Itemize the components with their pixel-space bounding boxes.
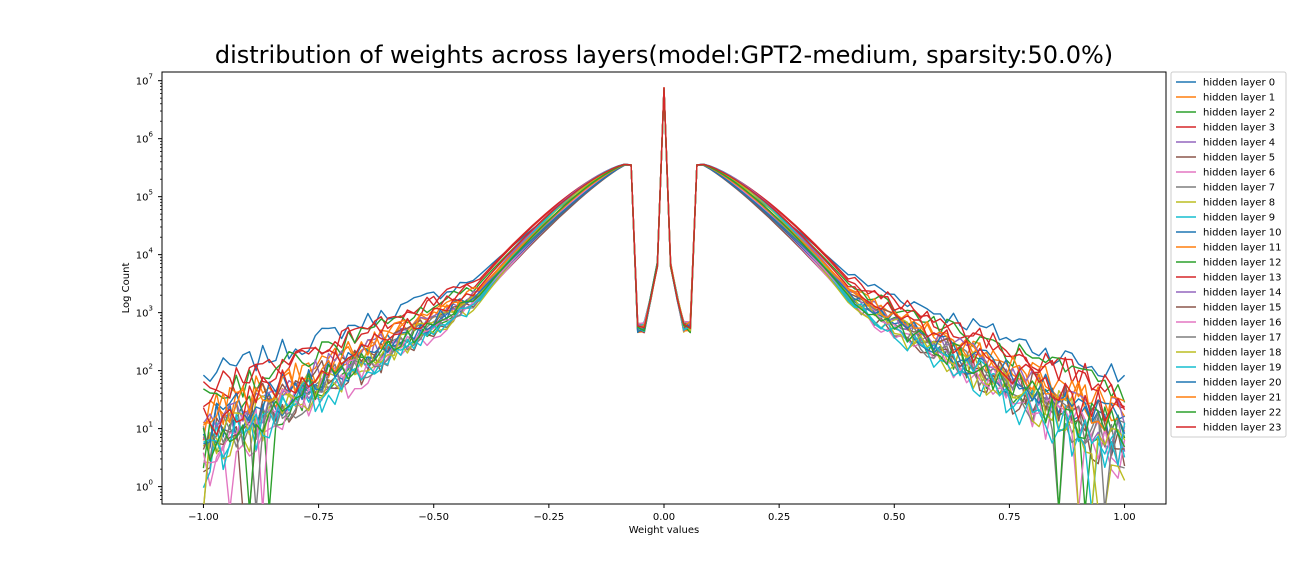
legend-label: hidden layer 8 — [1203, 198, 1275, 209]
y-tick-label: 106 — [136, 131, 154, 146]
x-tick-label: 1.00 — [1113, 512, 1135, 523]
series-line-6 — [202, 89, 1126, 504]
y-tick-label: 100 — [136, 479, 153, 494]
y-axis-label: Log Count — [121, 263, 132, 314]
legend-label: hidden layer 23 — [1203, 423, 1281, 434]
legend-label: hidden layer 19 — [1203, 363, 1281, 374]
chart-title: distribution of weights across layers(mo… — [215, 41, 1113, 69]
legend-label: hidden layer 3 — [1203, 123, 1275, 134]
legend-frame — [1170, 71, 1287, 438]
legend-label: hidden layer 18 — [1203, 348, 1281, 359]
series-line-18 — [203, 87, 1126, 504]
plot-area — [161, 71, 1167, 505]
legend-label: hidden layer 15 — [1203, 303, 1281, 314]
x-tick-label: −0.50 — [418, 512, 449, 523]
series-line-4 — [202, 87, 1126, 452]
legend-label: hidden layer 7 — [1203, 183, 1275, 194]
x-tick-label: −1.00 — [188, 512, 219, 523]
legend-label: hidden layer 21 — [1203, 393, 1281, 404]
x-axis-label: Weight values — [629, 525, 700, 536]
x-tick-label: −0.75 — [303, 512, 334, 523]
series-line-7 — [202, 87, 1125, 504]
y-tick-label: 102 — [136, 363, 153, 378]
series-line-2 — [202, 88, 1126, 504]
y-tick-label: 105 — [136, 189, 153, 204]
y-axis: 100 101 102 103 104 105 106 107 — [136, 73, 162, 500]
y-tick-label: 101 — [136, 421, 153, 436]
legend-label: hidden layer 1 — [1203, 93, 1275, 104]
legend-label: hidden layer 22 — [1203, 408, 1281, 419]
legend-label: hidden layer 14 — [1203, 288, 1281, 299]
legend-label: hidden layer 9 — [1203, 213, 1275, 224]
series-line-5 — [203, 88, 1126, 504]
legend-label: hidden layer 16 — [1203, 318, 1281, 329]
series-line-8 — [202, 88, 1126, 504]
legend-label: hidden layer 17 — [1203, 333, 1281, 344]
legend-label: hidden layer 4 — [1203, 138, 1275, 149]
x-tick-label: 0.50 — [883, 512, 905, 523]
series-line-9 — [202, 87, 1126, 504]
series-line-10 — [202, 89, 1125, 454]
legend: hidden layer 0 hidden layer 1 hidden layer… — [1170, 71, 1287, 438]
series-line-19 — [203, 89, 1126, 468]
series-layer — [202, 86, 1126, 504]
x-tick-label: 0.25 — [768, 512, 790, 523]
legend-label: hidden layer 20 — [1203, 378, 1281, 389]
legend-label: hidden layer 2 — [1203, 108, 1275, 119]
legend-label: hidden layer 5 — [1203, 153, 1275, 164]
legend-label: hidden layer 11 — [1203, 243, 1281, 254]
x-tick-label: −0.25 — [534, 512, 565, 523]
legend-label: hidden layer 10 — [1203, 228, 1281, 239]
legend-label: hidden layer 12 — [1203, 258, 1281, 269]
series-line-23 — [202, 86, 1126, 436]
x-tick-label: 0.00 — [653, 512, 675, 523]
series-line-22 — [202, 89, 1126, 504]
y-tick-label: 104 — [136, 247, 154, 262]
legend-label: hidden layer 0 — [1203, 78, 1275, 89]
series-line-16 — [203, 90, 1126, 504]
series-line-13 — [202, 87, 1125, 409]
x-tick-label: 0.75 — [998, 512, 1020, 523]
x-axis: −1.00 −0.75 −0.50 −0.25 0.00 0.25 0.50 0.75 1.00 — [188, 504, 1136, 523]
y-tick-label: 103 — [136, 305, 153, 320]
y-tick-label: 107 — [136, 73, 153, 88]
legend-label: hidden layer 6 — [1203, 168, 1275, 179]
legend-label: hidden layer 13 — [1203, 273, 1281, 284]
series-line-17 — [203, 87, 1125, 504]
